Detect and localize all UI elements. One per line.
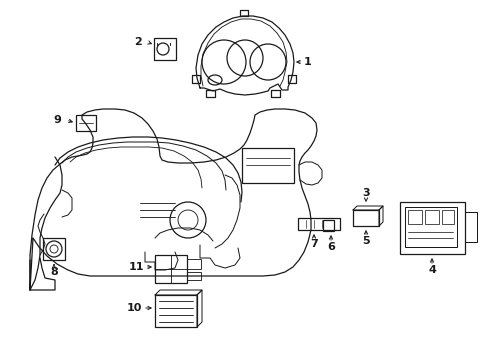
Bar [407, 210, 421, 224]
Text: 10: 10 [126, 303, 142, 313]
Bar [186, 259, 201, 269]
Bar [323, 220, 333, 231]
Text: 11: 11 [128, 262, 143, 272]
Bar [399, 202, 464, 254]
Text: 8: 8 [50, 267, 58, 277]
Bar [404, 207, 456, 247]
Bar [464, 212, 476, 242]
Text: 2: 2 [134, 37, 142, 47]
Bar [352, 210, 378, 226]
Bar [186, 272, 201, 280]
Bar [155, 295, 197, 327]
Bar [297, 218, 339, 230]
Text: 6: 6 [326, 242, 334, 252]
Text: 5: 5 [362, 236, 369, 246]
Bar [43, 238, 65, 260]
Text: 1: 1 [304, 57, 311, 67]
Bar [76, 115, 96, 131]
Bar [155, 255, 186, 283]
Bar [154, 38, 176, 60]
Text: 4: 4 [427, 265, 435, 275]
Text: 9: 9 [53, 115, 61, 125]
Text: 7: 7 [309, 239, 317, 249]
Bar [242, 148, 293, 183]
Text: 3: 3 [362, 188, 369, 198]
Bar [424, 210, 438, 224]
Bar [441, 210, 453, 224]
